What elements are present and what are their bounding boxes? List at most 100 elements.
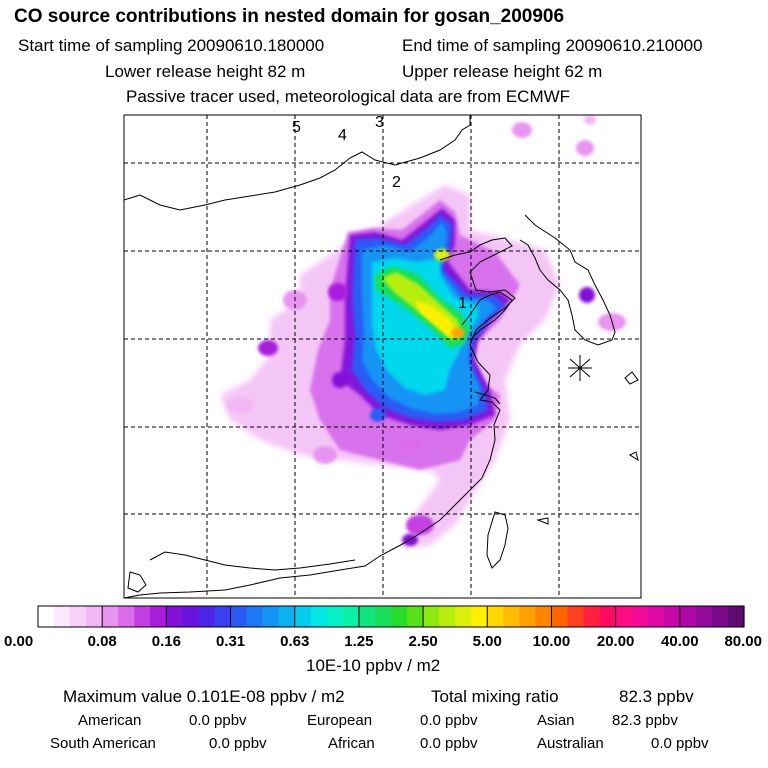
colorbar-cell (118, 606, 135, 627)
colorbar-cell (567, 606, 585, 627)
total-mixing-label: Total mixing ratio (431, 687, 559, 706)
colorbar-cell (230, 606, 248, 627)
colorbar (37, 605, 745, 628)
colorbar-cell (86, 606, 103, 627)
marker-3: 3 (375, 114, 384, 131)
colorbar-cell (727, 606, 745, 627)
colorbar-cell (326, 606, 344, 627)
coast-yangtze (474, 391, 501, 405)
field-orange-core (451, 328, 465, 338)
coast-korea (519, 214, 616, 346)
coast-north-border (124, 115, 471, 211)
colorbar-cell (455, 606, 472, 627)
marker-2: 2 (392, 174, 401, 191)
map-frame (123, 114, 642, 599)
colorbar-cell (134, 606, 151, 627)
region-australian-name: Australian (537, 735, 604, 752)
colorbar-cell (423, 606, 440, 627)
region-australian-value: 0.0 ppbv (651, 735, 709, 752)
colorbar-cell (166, 606, 184, 627)
field-yellow-core (415, 300, 458, 338)
receptor-star-icon (568, 355, 592, 381)
colorbar-cell (38, 606, 55, 627)
trajectory-markers: 1 2 3 4 5 (292, 114, 467, 312)
region-south-american-name: South American (50, 735, 156, 752)
colorbar-cell (599, 606, 617, 627)
colorbar-cell (54, 606, 71, 627)
start-time-label: Start time of sampling 20090610.180000 (18, 36, 325, 55)
field-blob-north-3 (584, 115, 596, 125)
field-blob-south-4 (313, 446, 337, 464)
lower-release-label: Lower release height 82 m (105, 62, 306, 81)
colorbar-cell (342, 606, 360, 627)
region-european-value: 0.0 ppbv (420, 712, 478, 729)
colorbar-cell (503, 606, 520, 627)
colorbar-tick-label: 10.00 (533, 633, 571, 650)
colorbar-cell (631, 606, 649, 627)
colorbar-cell (535, 606, 553, 627)
region-asian-name: Asian (537, 712, 575, 729)
coast-bohai (124, 237, 516, 598)
colorbar-cell (358, 606, 376, 627)
colorbar-cell (374, 606, 392, 627)
field-blob-west-1 (258, 340, 278, 356)
marker-5: 5 (292, 119, 301, 136)
colorbar-tick-label: 0.63 (280, 633, 309, 650)
grid-lines (124, 115, 641, 598)
colorbar-cell (615, 606, 633, 627)
colorbar-cell (711, 606, 729, 627)
colorbar-cell (70, 606, 87, 627)
field-blob-north-1 (512, 122, 532, 138)
colorbar-cell (246, 606, 264, 627)
colorbar-cell (198, 606, 216, 627)
colorbar-cell (407, 606, 424, 627)
region-asian-value: 82.3 ppbv (612, 712, 678, 729)
max-value-label: Maximum value 0.101E-08 ppbv / m2 (63, 687, 345, 706)
field-blob-west-4 (226, 397, 254, 413)
upper-release-label: Upper release height 62 m (402, 62, 603, 81)
colorbar-tick-label: 0.00 (4, 633, 33, 650)
colorbar-tick-label: 2.50 (408, 633, 437, 650)
field-blob-south-1 (370, 408, 386, 422)
marker-1: 1 (458, 295, 467, 312)
coast-taiwan (486, 511, 509, 569)
coast-japan-kyushu (624, 371, 639, 385)
colorbar-cell (150, 606, 167, 627)
colorbar-tick-label: 40.00 (661, 633, 699, 650)
colorbar-cell (102, 606, 119, 627)
region-european-name: European (307, 712, 373, 729)
colorbar-frame (37, 605, 745, 628)
marker-4: 4 (338, 127, 347, 144)
field-blob-korea-1 (579, 287, 595, 303)
coast-shandong (461, 291, 513, 341)
units-label: 10E-10 ppbv / m2 (306, 656, 441, 675)
border-inland-1 (149, 551, 356, 571)
colorbar-cell (278, 606, 296, 627)
map-area (124, 115, 641, 598)
colorbar-cell (471, 606, 488, 627)
region-american-value: 0.0 ppbv (189, 712, 247, 729)
coastlines (124, 115, 639, 598)
colorbar-tick-label: 5.00 (473, 633, 502, 650)
coast-island-1 (628, 451, 639, 462)
colorbar-cell (647, 606, 665, 627)
colorbar-tick-label: 0.16 (152, 633, 181, 650)
tracer-label: Passive tracer used, meteorological data… (126, 87, 571, 106)
coast-island-2 (536, 517, 549, 525)
colorbar-cell (214, 606, 232, 627)
colorbar-tick-label: 0.08 (88, 633, 117, 650)
colorbar-cell (391, 606, 408, 627)
field-blob-south-2 (406, 515, 434, 535)
field-blob-west-2 (328, 283, 348, 301)
colorbar-cell (679, 606, 697, 627)
colorbar-tick-label: 1.25 (344, 633, 373, 650)
colorbar-cell (439, 606, 456, 627)
region-american-name: American (78, 712, 142, 729)
colorbar-cell (310, 606, 328, 627)
colorbar-cell (294, 606, 312, 627)
colorbar-tick-label: 80.00 (724, 633, 762, 650)
total-mixing-value: 82.3 ppbv (619, 687, 694, 706)
field-blob-north-2 (576, 140, 594, 156)
region-african-name: African (328, 735, 375, 752)
